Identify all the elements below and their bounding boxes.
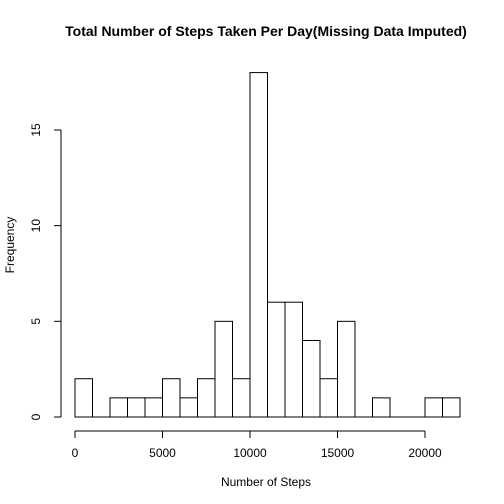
histogram-bar bbox=[232, 378, 251, 418]
x-tick-label: 0 bbox=[72, 446, 79, 460]
histogram-bar bbox=[424, 397, 443, 418]
histogram-bar bbox=[127, 397, 146, 418]
y-axis: 0 5 10 15 bbox=[29, 123, 62, 420]
x-tick-label: 10000 bbox=[233, 446, 267, 460]
x-axis-label: Number of Steps bbox=[221, 475, 311, 489]
histogram-bar bbox=[144, 397, 163, 418]
y-tick-label: 10 bbox=[29, 219, 43, 233]
histogram-bar bbox=[372, 397, 391, 418]
x-tick-label: 5000 bbox=[149, 446, 176, 460]
histogram-bar bbox=[249, 72, 268, 418]
histogram-bar bbox=[302, 339, 321, 418]
histogram-bar bbox=[214, 320, 233, 418]
y-tick-label: 15 bbox=[29, 123, 43, 137]
x-tick-label: 20000 bbox=[408, 446, 442, 460]
bars-group bbox=[74, 72, 461, 418]
histogram-bar bbox=[442, 397, 461, 418]
chart-title: Total Number of Steps Taken Per Day(Miss… bbox=[65, 23, 467, 39]
histogram-bar bbox=[74, 378, 93, 418]
histogram-bar bbox=[284, 301, 303, 418]
histogram-bar bbox=[162, 378, 181, 418]
histogram-bar bbox=[337, 320, 356, 418]
histogram-bar bbox=[179, 397, 198, 418]
y-tick-label: 5 bbox=[29, 318, 43, 325]
histogram-bar bbox=[109, 397, 128, 418]
x-axis: 0 5000 10000 15000 20000 bbox=[72, 430, 442, 460]
histogram-bar bbox=[319, 378, 338, 418]
histogram-bar bbox=[197, 378, 216, 418]
histogram-bar bbox=[267, 301, 286, 418]
x-tick-label: 15000 bbox=[321, 446, 355, 460]
y-axis-label: Frequency bbox=[3, 217, 17, 274]
y-tick-label: 0 bbox=[29, 413, 43, 420]
